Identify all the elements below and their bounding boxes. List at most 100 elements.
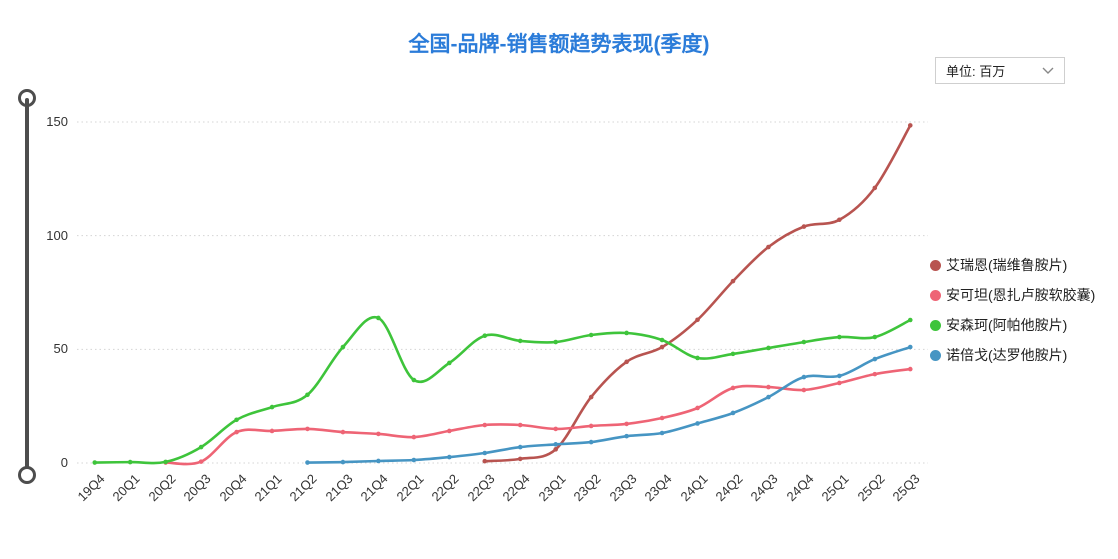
data-point-marker (340, 429, 346, 435)
data-point-marker (517, 422, 523, 428)
legend-label: 诺倍戈(达罗他胺片) (946, 347, 1068, 363)
legend-item[interactable]: 安可坦(恩扎卢胺软胶囊) (930, 280, 1095, 310)
data-point-marker (411, 377, 417, 383)
legend-label: 安可坦(恩扎卢胺软胶囊) (946, 287, 1096, 303)
data-point-marker (907, 317, 913, 323)
data-point-marker (482, 458, 488, 464)
data-point-marker (624, 330, 629, 336)
data-point-marker (872, 356, 878, 362)
data-point-marker (766, 244, 771, 250)
data-point-marker (305, 460, 310, 465)
data-point-marker (837, 334, 842, 340)
data-point-marker (766, 384, 771, 390)
data-point-marker (447, 360, 452, 366)
data-point-marker (624, 421, 629, 427)
data-point-marker (695, 421, 700, 426)
unit-selector-dropdown[interactable]: 单位: 百万 (935, 57, 1065, 84)
series-line (483, 124, 912, 463)
y-tick-label: 0 (60, 455, 68, 470)
data-point-marker (659, 344, 665, 350)
data-point-marker (163, 459, 168, 465)
legend-dot-icon (930, 259, 941, 271)
data-point-marker (198, 444, 204, 450)
data-point-marker (234, 417, 239, 423)
data-point-marker (588, 332, 594, 338)
data-point-marker (553, 447, 558, 452)
data-point-marker (588, 394, 594, 400)
data-point-marker (659, 430, 665, 436)
legend-label: 安森珂(阿帕他胺片) (946, 317, 1068, 333)
data-point-marker (659, 415, 665, 421)
data-point-marker (801, 224, 807, 229)
data-point-marker (872, 334, 878, 340)
data-point-marker (376, 315, 381, 321)
data-point-marker (837, 373, 842, 379)
data-point-marker (269, 404, 275, 410)
legend-label: 艾瑞恩(瑞维鲁胺片) (946, 257, 1068, 273)
y-tick-label: 150 (46, 114, 68, 129)
data-point-marker (127, 459, 133, 465)
line-chart (77, 121, 928, 466)
page-title: 全国-品牌-销售额趋势表现(季度) (408, 33, 710, 56)
data-point-marker (234, 429, 239, 435)
data-point-marker (92, 460, 98, 465)
data-point-marker (340, 459, 346, 465)
data-point-marker (907, 123, 913, 128)
data-point-marker (907, 366, 913, 372)
chart-legend: 艾瑞恩(瑞维鲁胺片) 安可坦(恩扎卢胺软胶囊) 安森珂(阿帕他胺片) 诺倍戈(达罗他胺… (930, 250, 1095, 370)
data-point-marker (517, 456, 523, 462)
series-line (164, 367, 912, 466)
data-point-marker (482, 422, 488, 428)
data-point-marker (269, 428, 275, 434)
data-point-marker (588, 423, 594, 429)
data-point-marker (907, 344, 913, 350)
vertical-slider-track[interactable] (25, 98, 29, 476)
data-point-marker (411, 457, 417, 463)
data-point-marker (624, 433, 629, 439)
data-point-marker (624, 359, 629, 365)
data-point-marker (305, 392, 310, 398)
data-point-marker (482, 450, 488, 456)
unit-selector-label: 单位: 百万 (946, 64, 1006, 79)
legend-item[interactable]: 安森珂(阿帕他胺片) (930, 310, 1095, 340)
data-point-marker (801, 374, 807, 380)
data-point-marker (482, 333, 488, 338)
data-point-marker (588, 439, 594, 445)
data-point-marker (801, 387, 807, 393)
y-tick-label: 100 (46, 227, 68, 243)
data-point-marker (872, 371, 878, 377)
data-point-marker (305, 426, 310, 432)
data-point-marker (376, 431, 381, 437)
data-point-marker (872, 185, 878, 191)
data-point-marker (553, 442, 558, 447)
data-point-marker (447, 454, 452, 460)
series-line (306, 345, 912, 464)
vertical-slider-handle-bottom[interactable] (18, 466, 36, 484)
data-point-marker (766, 394, 771, 400)
data-point-marker (730, 278, 736, 284)
data-point-marker (695, 355, 700, 361)
data-point-marker (411, 434, 417, 440)
data-point-marker (801, 339, 807, 345)
legend-dot-icon (930, 319, 941, 331)
data-point-marker (517, 444, 523, 450)
data-point-marker (553, 339, 558, 345)
legend-dot-icon (930, 349, 941, 361)
data-point-marker (695, 317, 700, 323)
data-point-marker (766, 345, 771, 351)
data-point-marker (447, 428, 452, 434)
legend-item[interactable]: 艾瑞恩(瑞维鲁胺片) (930, 250, 1095, 280)
data-point-marker (695, 405, 700, 411)
data-point-marker (517, 338, 523, 344)
data-point-marker (198, 459, 204, 464)
data-point-marker (730, 410, 736, 416)
legend-dot-icon (930, 289, 941, 301)
y-tick-label: 50 (53, 341, 68, 357)
data-point-marker (730, 351, 736, 357)
data-point-marker (340, 344, 346, 350)
chevron-down-icon (1042, 67, 1054, 74)
data-point-marker (659, 337, 665, 343)
data-point-marker (376, 458, 381, 464)
legend-item[interactable]: 诺倍戈(达罗他胺片) (930, 340, 1095, 370)
data-point-marker (837, 380, 842, 386)
